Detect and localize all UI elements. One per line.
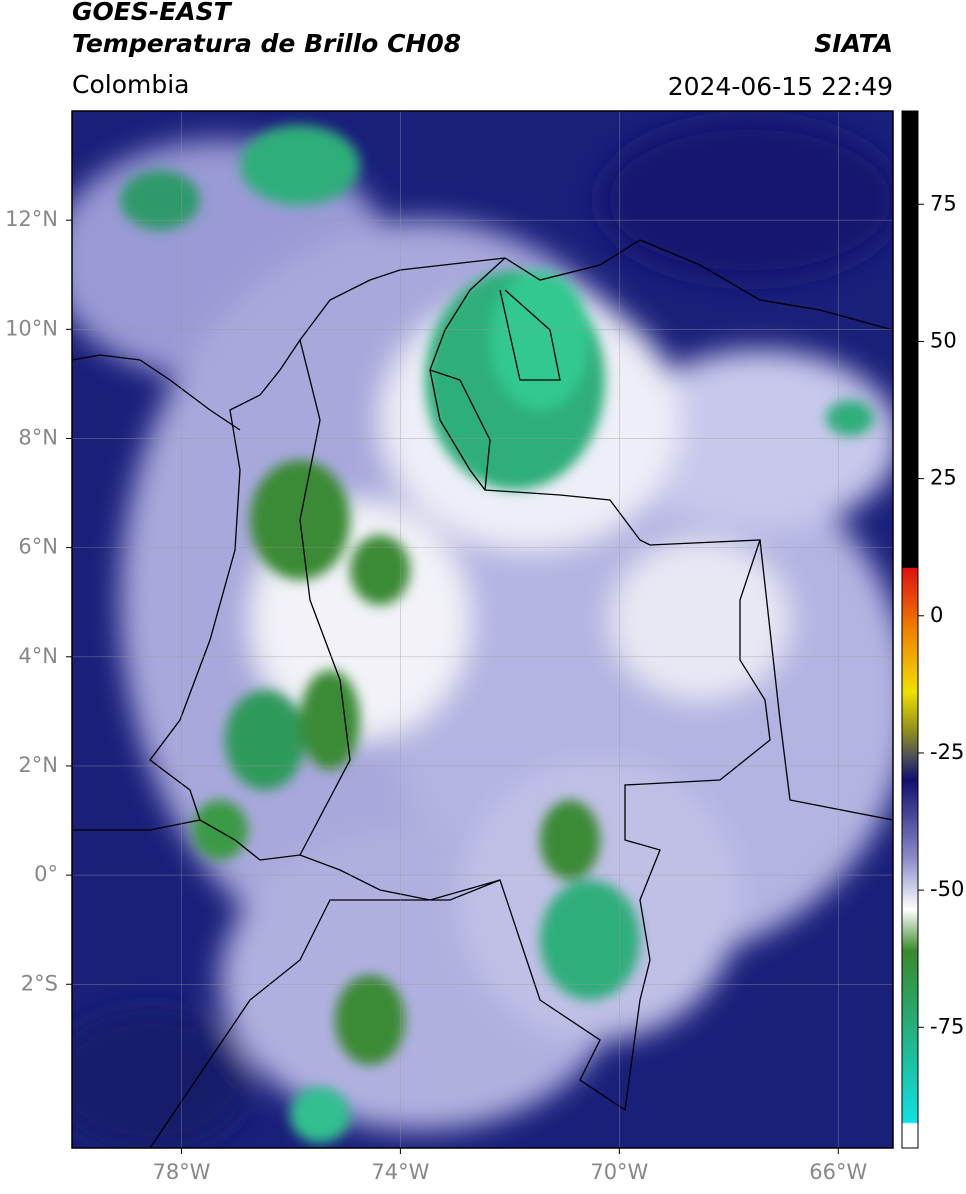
colorbar-tick-label: -75 xyxy=(930,1014,964,1038)
x-tick-label: 70°W xyxy=(590,1160,648,1184)
subtitle: Temperatura de Brillo CH08 xyxy=(72,29,461,58)
y-tick-label: 12°N xyxy=(5,207,58,231)
y-tick-label: 4°N xyxy=(18,644,58,668)
title: GOES-EAST xyxy=(72,0,233,26)
colorbar-tick-label: 75 xyxy=(930,191,957,215)
colorbar-tick-label: -50 xyxy=(930,877,964,901)
y-tick-label: 6°N xyxy=(18,535,58,559)
colorbar-tick-label: 0 xyxy=(930,603,943,627)
region: Colombia xyxy=(72,70,189,99)
satellite-image xyxy=(72,111,893,1148)
y-tick-label: 8°N xyxy=(18,425,58,449)
map-frame xyxy=(71,110,894,1149)
colorbar-tick-label: 25 xyxy=(930,466,957,490)
x-tick-label: 66°W xyxy=(809,1160,867,1184)
grid xyxy=(72,111,893,1148)
y-tick-label: 2°S xyxy=(21,971,58,995)
y-tick-label: 10°N xyxy=(5,316,58,340)
y-tick-label: 2°N xyxy=(18,753,58,777)
colorbar xyxy=(901,110,919,1149)
source: SIATA xyxy=(814,29,893,58)
colorbar-tick-label: 50 xyxy=(930,328,957,352)
x-tick-label: 78°W xyxy=(152,1160,210,1184)
y-tick-label: 0° xyxy=(34,862,58,886)
x-tick-label: 74°W xyxy=(371,1160,429,1184)
colorbar-tick-label: -25 xyxy=(930,740,964,764)
datetime: 2024-06-15 22:49 xyxy=(668,72,893,101)
